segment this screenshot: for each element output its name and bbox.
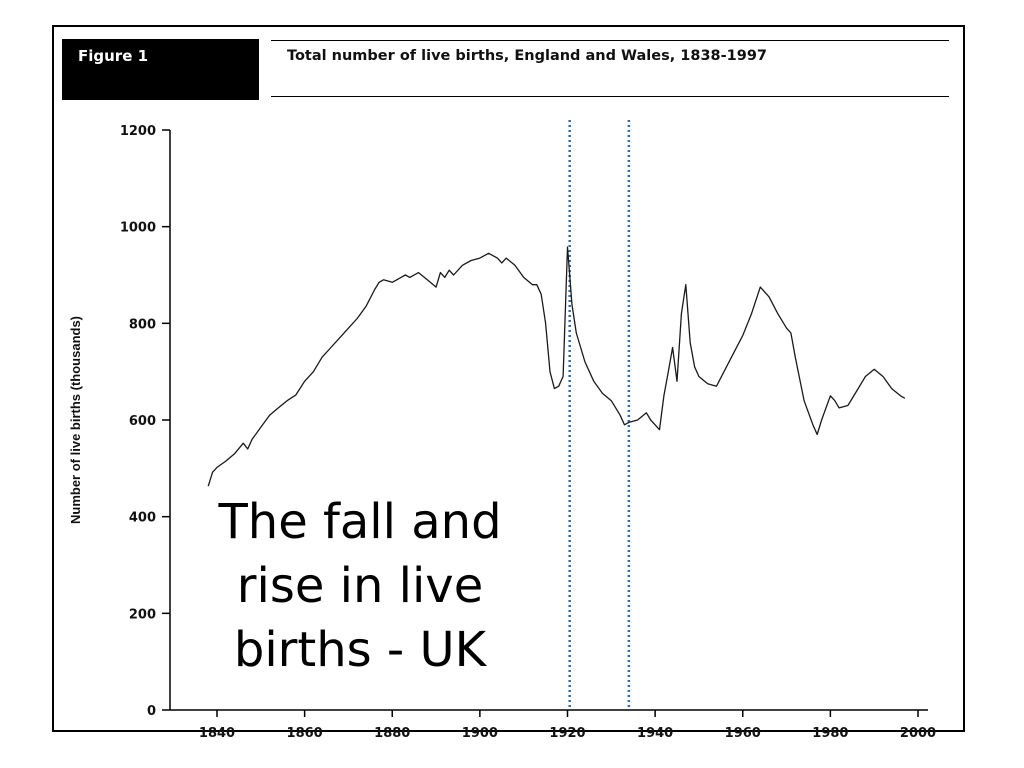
axes: 0 200 400 600 800 1000 1200 1840 1860 1880 1900 192…	[120, 124, 936, 741]
figure-label: Figure 1	[62, 39, 259, 100]
series-line	[207, 246, 906, 487]
title-rule-bottom	[271, 96, 949, 97]
x-tick-label: 1860	[287, 726, 323, 741]
plot-area	[207, 246, 906, 487]
x-tick-label: 1960	[725, 726, 761, 741]
y-tick-label: 800	[129, 317, 156, 332]
y-tick-label: 1000	[120, 221, 156, 236]
reference-lines	[568, 120, 631, 710]
x-tick-label: 1920	[549, 726, 585, 741]
x-tick-label: 1980	[812, 726, 848, 741]
y-tick-label: 200	[129, 607, 156, 622]
y-tick-label: 400	[129, 511, 156, 526]
x-tick-label: 1900	[462, 726, 498, 741]
x-tick-label: 1880	[374, 726, 410, 741]
y-tick-label: 0	[147, 704, 156, 719]
title-rule-top	[271, 40, 949, 41]
y-tick-label: 600	[129, 414, 156, 429]
y-axis-label: Number of live births (thousands)	[68, 316, 83, 524]
overlay-caption: The fall and rise in live births - UK	[190, 490, 530, 682]
x-tick-label: 1840	[199, 726, 235, 741]
x-tick-label: 1940	[637, 726, 673, 741]
chart-title: Total number of live births, England and…	[287, 48, 767, 64]
y-tick-label: 1200	[120, 124, 156, 139]
x-tick-label: 2000	[900, 726, 936, 741]
